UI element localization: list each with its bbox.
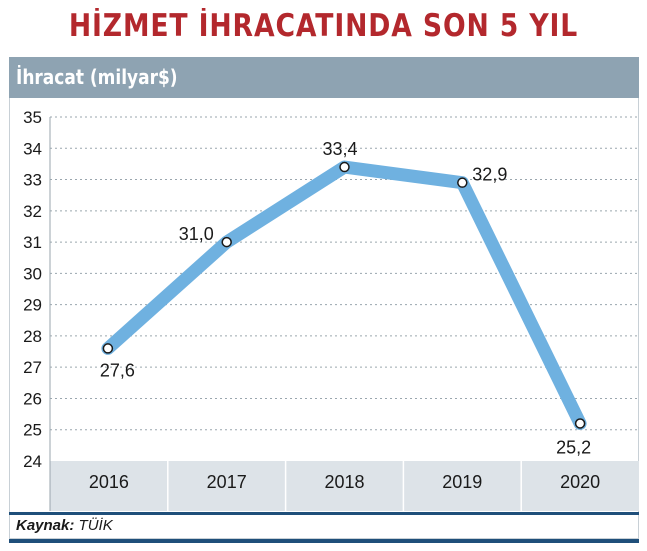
bottom-rule	[9, 539, 639, 543]
x-tick-label: 2018	[324, 472, 364, 492]
unit-header-bar	[9, 57, 639, 98]
x-tick-label: 2016	[89, 472, 129, 492]
source-divider	[9, 512, 639, 515]
y-tick-label: 35	[23, 108, 42, 127]
source-label: Kaynak:	[16, 517, 75, 534]
y-axis-unit-label: İhracat (milyar$)	[16, 65, 178, 89]
series-line-path	[101, 160, 587, 430]
x-tick-label: 2020	[560, 472, 600, 492]
y-tick-label: 33	[23, 171, 42, 190]
x-tick-label: 2019	[442, 472, 482, 492]
data-labels: 27,6 31,0 33,4 32,9 25,2	[100, 139, 591, 457]
x-tick-label: 2017	[207, 472, 247, 492]
series-line	[101, 160, 587, 430]
y-tick-label: 28	[23, 327, 42, 346]
data-label: 31,0	[179, 224, 214, 244]
y-tick-labels: 24 25 26 27 28 29 30 31 32 33 34 35	[23, 108, 42, 471]
data-points	[102, 161, 586, 429]
y-tick-label: 30	[23, 264, 42, 283]
y-tick-label: 29	[23, 296, 42, 315]
y-tick-label: 25	[23, 421, 42, 440]
data-point	[221, 236, 232, 248]
category-band	[50, 461, 639, 511]
y-tick-label: 24	[23, 452, 42, 471]
data-point	[457, 177, 468, 188]
y-tick-label: 31	[23, 233, 42, 252]
source-value: TÜİK	[78, 517, 113, 534]
data-point	[339, 161, 350, 173]
y-tick-label: 34	[23, 139, 42, 158]
data-point	[102, 343, 114, 354]
y-tick-label: 32	[23, 202, 42, 221]
data-label: 32,9	[472, 165, 507, 185]
data-point	[574, 418, 586, 429]
source-note: Kaynak: TÜİK	[16, 514, 113, 538]
data-label: 27,6	[100, 360, 135, 380]
y-tick-label: 26	[23, 389, 42, 408]
x-tick-labels: 2016 2017 2018 2019 2020	[89, 472, 600, 492]
y-tick-label: 27	[23, 358, 42, 377]
chart-title: HİZMET İHRACATINDA SON 5 YIL	[68, 8, 579, 44]
data-label: 25,2	[556, 437, 591, 457]
data-label: 33,4	[323, 139, 358, 159]
